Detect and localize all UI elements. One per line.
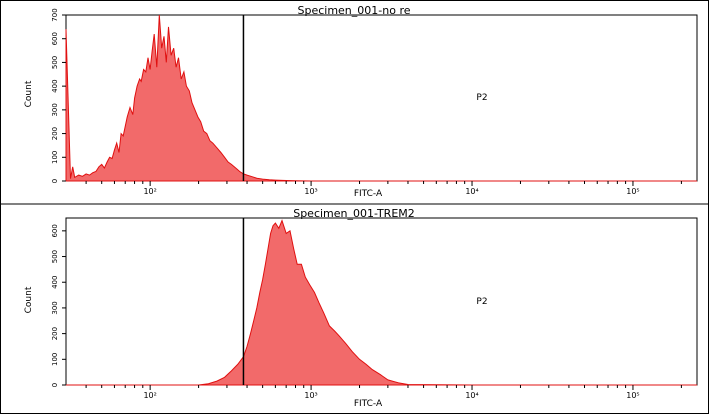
y-tick-label: 600 <box>51 224 59 237</box>
y-axis-label: Count <box>24 80 34 107</box>
panel-title: Specimen_001-TREM2 <box>293 207 415 220</box>
histogram-area <box>65 14 697 182</box>
y-tick-label: 300 <box>51 103 59 116</box>
x-tick-label: 10⁴ <box>465 391 478 400</box>
histogram-panel-trem2: Specimen_001-TREM2 Count FITC-A P2 0 100 2… <box>24 207 698 409</box>
histogram-panel-no-re: Specimen_001-no re Count FITC-A P2 0 100 2… <box>24 4 698 199</box>
x-tick-label: 10³ <box>304 187 317 196</box>
y-tick-label: 100 <box>51 151 59 164</box>
gate-label-p2: P2 <box>476 93 487 103</box>
gate-label-p2: P2 <box>476 297 487 307</box>
y-tick-label: 200 <box>51 327 59 340</box>
plot-area <box>65 217 698 386</box>
panel-title: Specimen_001-no re <box>297 4 410 17</box>
y-tick-label: 500 <box>51 250 59 263</box>
x-tick-label: 10² <box>143 391 156 400</box>
y-tick-label: 400 <box>51 276 59 289</box>
x-axis-label: FITC-A <box>354 399 383 409</box>
y-axis-label: Count <box>24 286 34 313</box>
x-tick-label: 10⁵ <box>626 391 639 400</box>
x-tick-label: 10² <box>143 187 156 196</box>
y-tick-label: 600 <box>51 32 59 45</box>
x-tick-label: 10⁴ <box>465 187 478 196</box>
y-tick-label: 0 <box>51 383 59 387</box>
y-tick-label: 200 <box>51 127 59 140</box>
y-tick-label: 0 <box>51 179 59 183</box>
y-tick-label: 300 <box>51 301 59 314</box>
y-tick-label: 100 <box>51 353 59 366</box>
x-tick-label: 10³ <box>304 391 317 400</box>
histogram-area <box>66 219 697 386</box>
y-tick-label: 700 <box>51 8 59 21</box>
x-tick-label: 10⁵ <box>626 187 639 196</box>
y-tick-label: 400 <box>51 79 59 92</box>
x-axis-label: FITC-A <box>354 189 383 199</box>
y-tick-label: 500 <box>51 56 59 69</box>
